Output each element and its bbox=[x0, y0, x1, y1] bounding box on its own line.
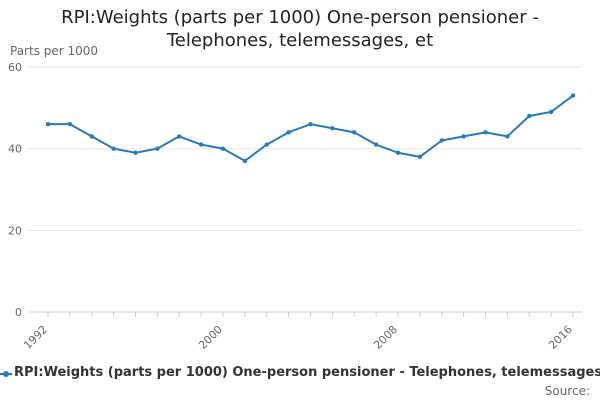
x-tick-label: 1992 bbox=[21, 323, 50, 352]
data-point[interactable] bbox=[45, 121, 51, 127]
y-tick-label: 40 bbox=[8, 143, 22, 156]
data-point[interactable] bbox=[177, 134, 182, 139]
data-point[interactable] bbox=[395, 150, 401, 155]
x-tick-label: 2016 bbox=[546, 323, 575, 352]
data-point[interactable] bbox=[417, 154, 423, 160]
series-line[interactable] bbox=[47, 94, 574, 162]
chart-title: RPI:Weights (parts per 1000) One-person … bbox=[0, 6, 600, 52]
data-point[interactable] bbox=[111, 146, 116, 151]
data-point[interactable] bbox=[308, 121, 313, 127]
legend[interactable]: RPI:Weights (parts per 1000) One-person … bbox=[0, 364, 600, 384]
y-tick-label: 0 bbox=[15, 306, 22, 319]
x-tick-label: 2008 bbox=[371, 323, 400, 352]
x-tick-label: 2000 bbox=[196, 323, 225, 352]
data-point[interactable] bbox=[352, 130, 357, 135]
data-point[interactable] bbox=[67, 121, 73, 127]
data-point[interactable] bbox=[570, 93, 576, 98]
legend-swatch bbox=[0, 370, 12, 378]
data-point[interactable] bbox=[330, 126, 335, 131]
data-point[interactable] bbox=[155, 146, 160, 151]
grid-lines bbox=[28, 66, 582, 231]
data-point[interactable] bbox=[461, 134, 466, 139]
data-point[interactable] bbox=[198, 142, 204, 147]
chart-title-line-2: Telephones, telemessages, et bbox=[166, 30, 434, 51]
data-point[interactable] bbox=[220, 146, 226, 151]
data-point[interactable] bbox=[439, 138, 444, 143]
source-note: Source: bbox=[544, 384, 590, 398]
data-point[interactable] bbox=[483, 130, 488, 135]
data-point[interactable] bbox=[527, 113, 532, 119]
axes: 0 20 40 60 1992 2000 2008 2016 bbox=[8, 61, 582, 352]
series-layer bbox=[45, 93, 576, 164]
chart-title-line-1: RPI:Weights (parts per 1000) One-person … bbox=[61, 7, 539, 28]
legend-label: RPI:Weights (parts per 1000) One-person … bbox=[14, 365, 600, 380]
data-point[interactable] bbox=[89, 134, 94, 139]
y-tick-label: 20 bbox=[8, 224, 22, 237]
data-point[interactable] bbox=[373, 142, 379, 147]
data-point[interactable] bbox=[286, 130, 291, 135]
y-tick-label: 60 bbox=[8, 61, 22, 74]
data-point[interactable] bbox=[242, 158, 248, 164]
data-point[interactable] bbox=[133, 150, 138, 155]
data-point[interactable] bbox=[505, 134, 510, 139]
data-point[interactable] bbox=[264, 142, 269, 147]
data-point[interactable] bbox=[548, 109, 554, 115]
y-axis-label: Parts per 1000 bbox=[10, 44, 99, 58]
